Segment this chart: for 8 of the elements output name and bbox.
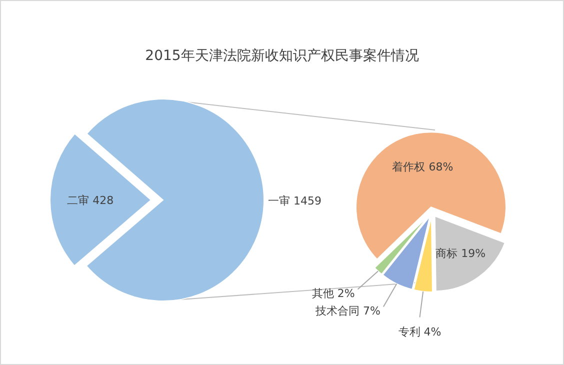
- slice-label: 其他 2%: [312, 287, 355, 300]
- slice-label: 一审 1459: [268, 194, 322, 208]
- slice-label: 专利 4%: [398, 325, 442, 338]
- slice-label: 商标 19%: [436, 246, 486, 260]
- slice-label: 技术合同 7%: [314, 304, 380, 318]
- slice-label: 二审 428: [67, 194, 114, 207]
- slice-label: 着作权 68%: [392, 160, 454, 174]
- chart-title: 2015年天津法院新收知识产权民事案件情况: [145, 47, 419, 64]
